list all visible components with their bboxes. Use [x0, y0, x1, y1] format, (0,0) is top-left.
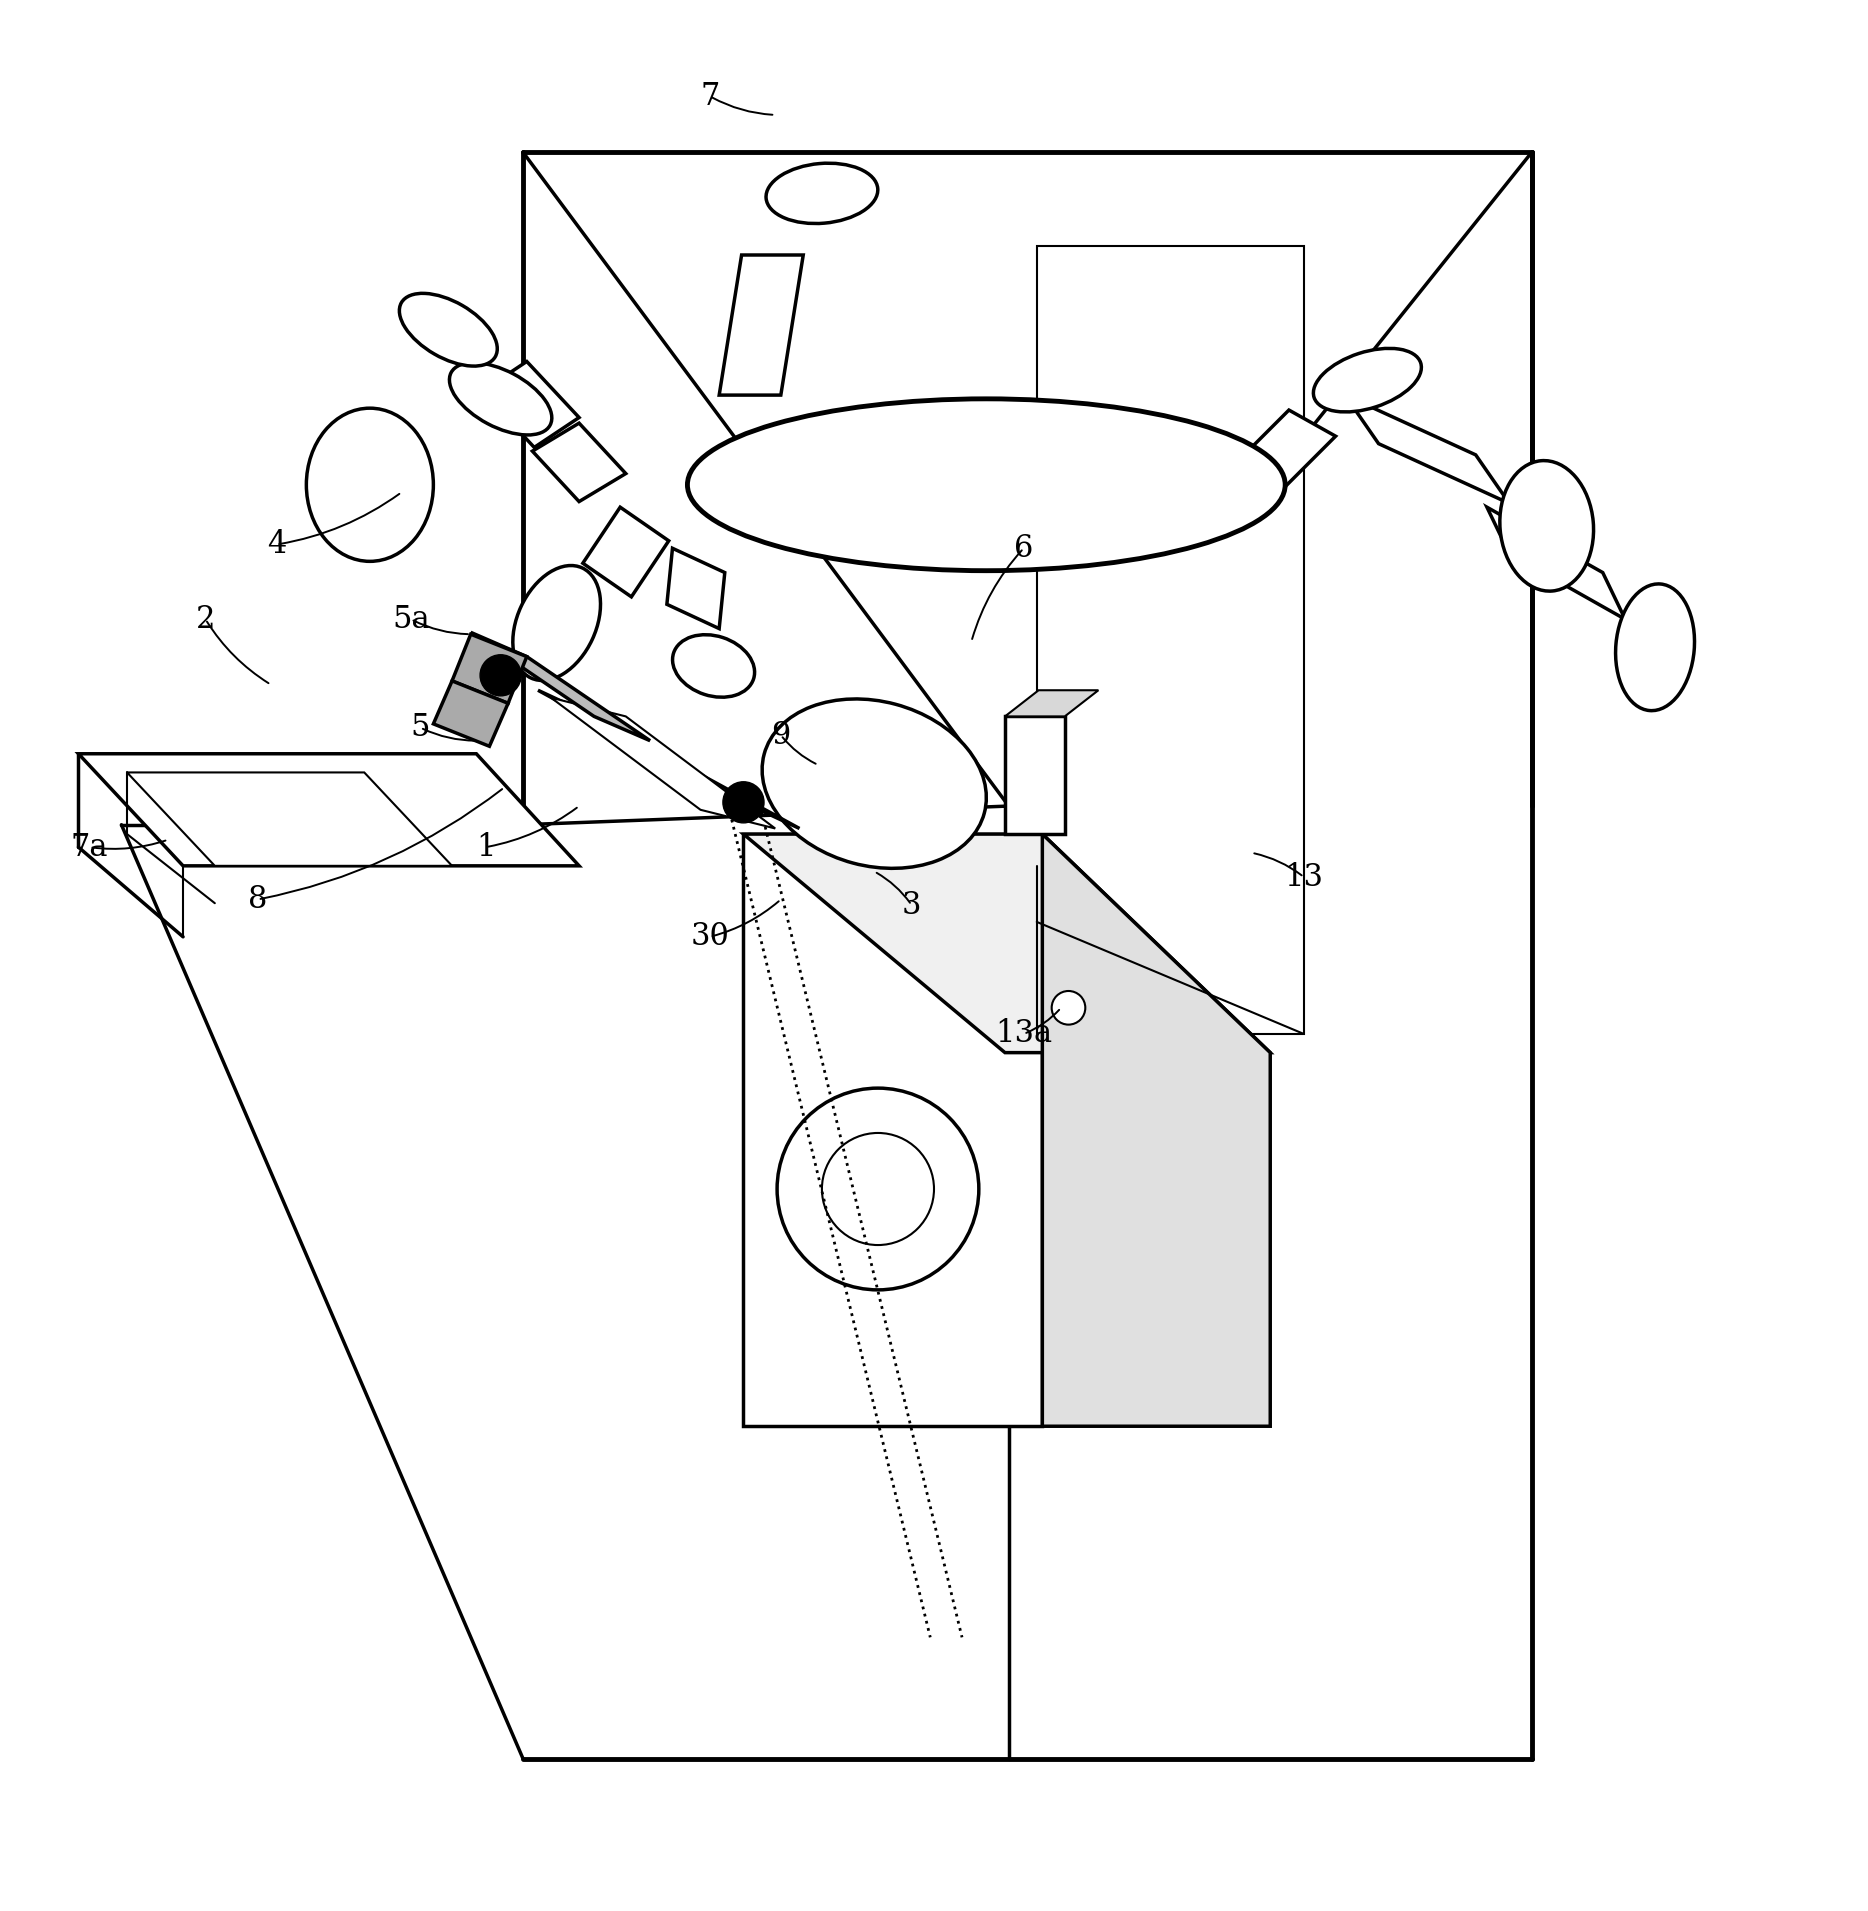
- Ellipse shape: [762, 699, 986, 868]
- Polygon shape: [127, 772, 452, 866]
- Polygon shape: [743, 833, 1270, 1053]
- Polygon shape: [78, 753, 579, 866]
- Polygon shape: [1005, 717, 1065, 833]
- Polygon shape: [433, 680, 508, 747]
- Ellipse shape: [687, 399, 1285, 571]
- Text: 30: 30: [691, 921, 729, 952]
- Polygon shape: [1229, 411, 1336, 497]
- Polygon shape: [471, 633, 650, 741]
- Ellipse shape: [400, 294, 497, 367]
- Ellipse shape: [1616, 585, 1694, 711]
- Text: 2: 2: [196, 604, 215, 634]
- Ellipse shape: [672, 634, 755, 698]
- Polygon shape: [583, 506, 669, 596]
- Polygon shape: [1005, 690, 1098, 717]
- Polygon shape: [452, 634, 527, 703]
- Text: 13a: 13a: [996, 1019, 1052, 1049]
- Text: 5a: 5a: [392, 604, 430, 634]
- Ellipse shape: [822, 1133, 934, 1246]
- Polygon shape: [1487, 506, 1625, 619]
- Text: 8: 8: [248, 885, 267, 915]
- Ellipse shape: [1052, 992, 1085, 1024]
- Text: 3: 3: [902, 889, 921, 921]
- Text: 4: 4: [267, 529, 286, 560]
- Circle shape: [723, 782, 764, 824]
- Polygon shape: [719, 254, 803, 396]
- Polygon shape: [743, 833, 1042, 1426]
- Polygon shape: [532, 422, 626, 501]
- Ellipse shape: [450, 363, 551, 436]
- Ellipse shape: [514, 566, 600, 680]
- Ellipse shape: [1313, 348, 1422, 413]
- Text: 9: 9: [771, 720, 790, 751]
- Polygon shape: [1345, 396, 1509, 503]
- Text: 7: 7: [700, 80, 719, 111]
- Text: 1: 1: [476, 831, 495, 862]
- Text: 13: 13: [1285, 862, 1323, 892]
- Polygon shape: [482, 361, 579, 447]
- Ellipse shape: [306, 409, 433, 562]
- Ellipse shape: [766, 162, 878, 224]
- Polygon shape: [667, 548, 725, 629]
- Ellipse shape: [777, 1087, 979, 1290]
- Text: 7a: 7a: [71, 831, 108, 862]
- Text: 6: 6: [1014, 533, 1033, 564]
- Ellipse shape: [1500, 461, 1593, 590]
- Text: 5: 5: [411, 713, 430, 743]
- Circle shape: [480, 655, 521, 696]
- Polygon shape: [538, 690, 800, 829]
- Polygon shape: [1042, 833, 1270, 1426]
- Polygon shape: [551, 698, 775, 829]
- Polygon shape: [1037, 247, 1304, 1034]
